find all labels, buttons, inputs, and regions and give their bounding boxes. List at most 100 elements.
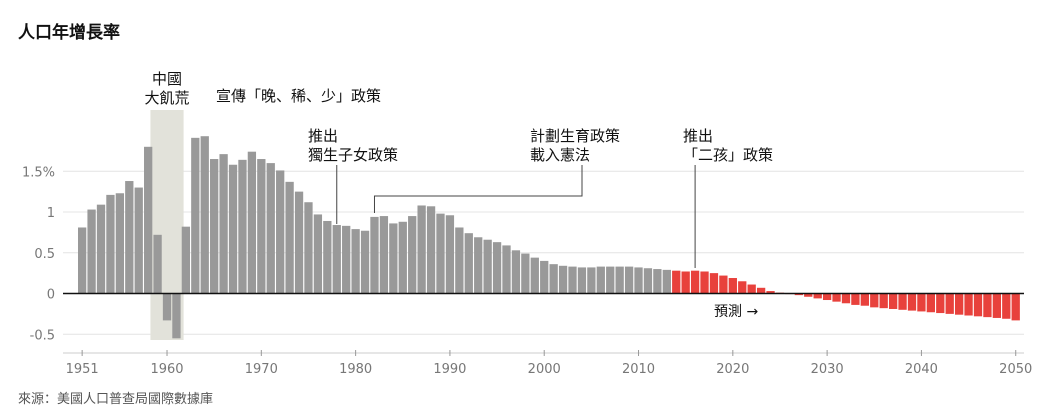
forecast-bar [756,287,766,294]
x-tick-label: 1960 [150,362,183,377]
history-bar [257,159,266,294]
history-bar [78,227,87,294]
history-bar [323,220,332,294]
history-bar [408,216,417,294]
x-tick-label: 1970 [245,362,278,377]
history-bar [436,213,445,294]
x-tick-label: 1951 [66,362,99,377]
history-bar [115,193,125,294]
forecast-bar [1011,293,1020,321]
history-bar [87,209,96,294]
history-bar [238,159,247,294]
annotation-text: 「二孩」政策 [683,146,773,164]
history-bar [398,221,407,294]
history-bar [144,146,153,294]
forecast-label: 預測 → [714,304,758,320]
forecast-bar [983,293,992,318]
forecast-bar [709,273,719,294]
forecast-bar [747,284,756,294]
history-bar [596,266,605,294]
axes: 1.5% 1 0.5 0 -0.5 1951 1960 1970 1980 1990 2000 201… [22,165,1032,377]
forecast-bar [813,293,822,299]
annotation-text: 宣傳「晚、稀、少」政策 [216,87,381,105]
history-bar [417,205,426,294]
history-bar [540,260,549,294]
history-bar [492,242,502,294]
forecast-bar [992,293,1002,318]
forecast-bar [917,293,926,312]
history-bar [332,225,341,294]
x-tick-label: 2040 [905,362,938,377]
annotation-text: 獨生子女政策 [308,146,398,164]
history-bar [313,214,323,294]
forecast-bar [822,293,832,301]
y-tick-label: 1.5% [22,165,55,180]
history-bar [304,202,313,294]
history-bar [360,230,370,294]
history-bar [530,257,539,294]
x-tick-label: 2030 [811,362,844,377]
history-bar [134,187,143,294]
forecast-bar [945,293,954,314]
forecast-bar [954,293,964,315]
y-tick-label: -0.5 [30,328,55,343]
history-bar [389,223,398,294]
history-bar [210,159,219,294]
history-bar [521,253,530,294]
forecast-bar [851,293,860,305]
forecast-bar [700,271,709,294]
forecast-bar [719,275,728,294]
forecast-bar [860,293,869,306]
forecast-bar [926,293,935,313]
forecast-bar [936,293,945,314]
history-bar [587,267,596,294]
history-bar [502,245,511,294]
history-bar [643,268,653,294]
forecast-bar [898,293,907,310]
forecast-bar [964,293,973,316]
history-bar [200,136,209,294]
annotation-text: 推出 [308,127,338,145]
history-bar [370,216,379,294]
x-tick-label: 2010 [622,362,655,377]
forecast-bar [888,293,898,309]
forecast-bar [794,293,803,296]
history-bar [483,239,492,294]
history-bar [445,215,455,294]
history-bar [653,269,662,294]
x-tick-label: 2000 [528,362,561,377]
history-bar [606,266,615,294]
annotation-text: 推出 [683,127,713,145]
history-bar [276,170,285,294]
history-bar [624,266,634,294]
history-bar [615,266,624,294]
history-bar [511,250,521,294]
annotation-text: 計劃生育政策 [530,127,620,145]
history-bar [662,269,671,294]
y-tick-label: 1 [47,206,55,221]
forecast-bar [681,271,690,294]
x-tick-label: 1990 [433,362,466,377]
y-tick-label: 0 [47,288,55,303]
history-bar [162,293,172,321]
history-bar [558,265,568,294]
forecast-bar [728,278,737,294]
history-bar [464,233,473,294]
x-tick-label: 2050 [999,362,1032,377]
forecast-bar [690,270,700,294]
history-bar [125,181,134,294]
history-bar [342,225,351,294]
history-bar [172,293,181,339]
history-bar [219,154,228,294]
history-bar [294,191,304,294]
history-bar [266,163,275,294]
history-bar [634,267,643,294]
forecast-bar [672,270,681,294]
history-bar [153,234,162,294]
chart-title: 人口年增長率 [18,23,120,43]
history-bar [455,227,464,294]
history-bar [426,206,436,294]
forecast-bar [1002,293,1011,319]
